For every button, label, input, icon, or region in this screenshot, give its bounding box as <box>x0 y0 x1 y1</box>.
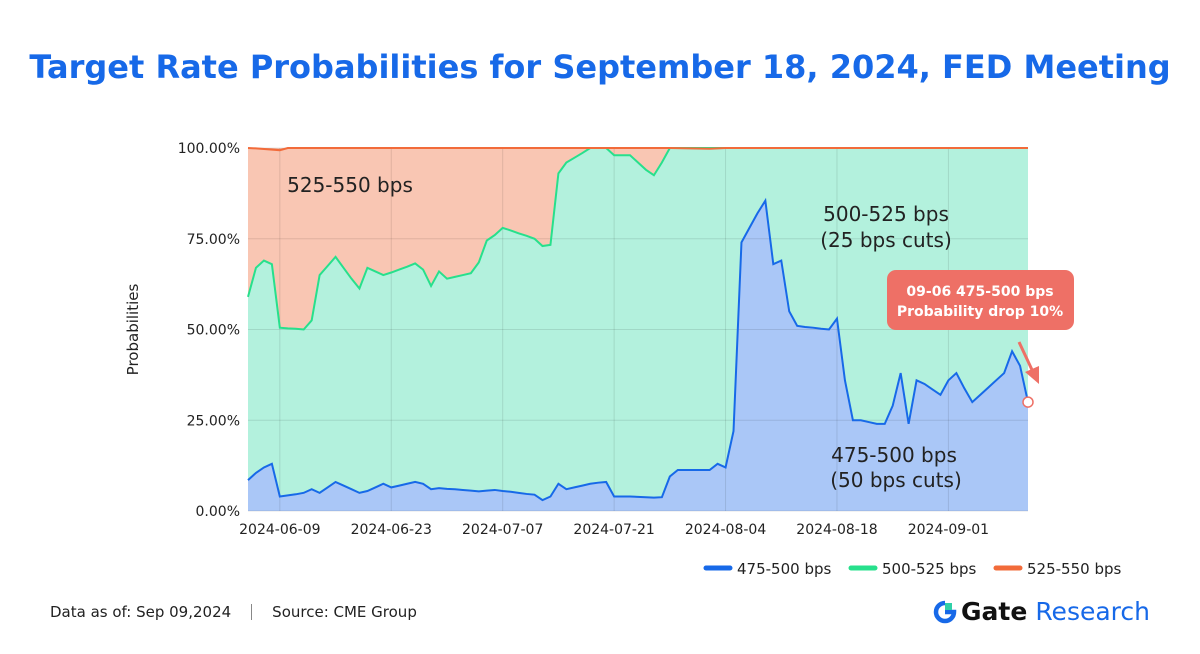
brand-name: Gate <box>961 597 1028 626</box>
x-tick-label: 2024-06-23 <box>351 522 432 538</box>
callout-box <box>887 270 1074 330</box>
gate-logo-icon <box>933 600 957 623</box>
callout-arrow-head <box>1025 366 1039 384</box>
legend-525-550-label: 525-550 bps <box>1027 560 1121 578</box>
annotation-475-500-line1: 475-500 bps <box>831 443 957 467</box>
annotation-500-525-line2: (25 bps cuts) <box>820 228 952 252</box>
annotation-475-500-line2: (50 bps cuts) <box>830 468 962 492</box>
area-500-525 <box>248 148 1028 501</box>
x-tick-label: 2024-07-21 <box>573 522 654 538</box>
y-tick-label: 100.00% <box>178 141 240 157</box>
series-line-525-550 <box>247 147 1028 152</box>
x-tick-label: 2024-06-09 <box>239 522 320 538</box>
callout-line1: 09-06 475-500 bps <box>906 284 1053 300</box>
legend-500-525-label: 500-525 bps <box>882 560 976 578</box>
area-525-550 <box>248 148 1028 330</box>
series-line-475-500 <box>247 197 1029 502</box>
y-tick-label: 0.00% <box>196 504 240 520</box>
data-as-of: Data as of: Sep 09,2024 <box>50 603 232 621</box>
annotation-500-525-line1: 500-525 bps <box>823 202 949 226</box>
y-tick-label: 25.00% <box>187 413 240 429</box>
annotation-525-550: 525-550 bps <box>287 173 413 197</box>
y-tick-label: 75.00% <box>187 232 240 248</box>
brand-logo: Gate Research <box>933 597 1150 626</box>
callout-line2: Probability drop 10% <box>897 304 1063 320</box>
callout-arrow-line <box>1017 341 1035 373</box>
x-tick-label: 2024-08-18 <box>796 522 877 538</box>
y-axis-label: Probabilities <box>124 284 142 376</box>
x-tick-label: 2024-08-04 <box>685 522 766 538</box>
x-tick-label: 2024-07-07 <box>462 522 543 538</box>
y-tick-label: 50.00% <box>187 323 240 339</box>
footer-info: Data as of: Sep 09,2024 Source: CME Group <box>50 603 417 621</box>
source-text: Source: CME Group <box>272 603 417 621</box>
brand-suffix: Research <box>1035 597 1150 626</box>
x-tick-label: 2024-09-01 <box>908 522 989 538</box>
footer-divider <box>251 604 253 620</box>
chart-title: Target Rate Probabilities for September … <box>29 48 1171 86</box>
callout-marker <box>1022 396 1034 408</box>
legend-475-500-label: 475-500 bps <box>737 560 831 578</box>
area-475-500 <box>248 200 1028 511</box>
